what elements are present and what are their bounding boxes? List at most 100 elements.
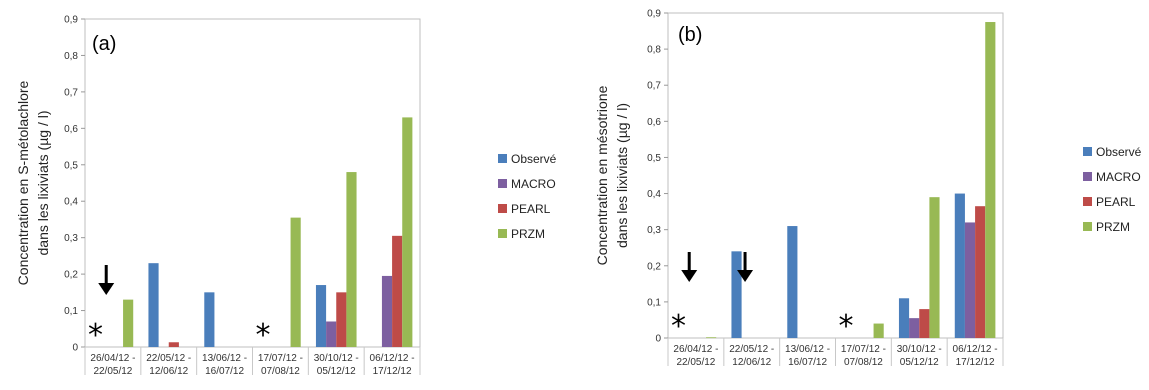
chart-panel-a: 0 0,1 0,2 0,3 0,4 0,5 0,6 0,7 0,8 0,9 26/04/12 - 22… — [0, 0, 572, 385]
y-tick-label: 0,9 — [64, 15, 78, 26]
x-tick-label: 22/05/12 - — [146, 353, 191, 364]
legend-swatch — [498, 154, 507, 163]
x-tick-label: 05/12/12 — [900, 357, 939, 368]
y-tick-label: 0,2 — [647, 261, 661, 272]
x-tick-label: 30/10/12 - — [314, 353, 359, 364]
y-tick-label: 0,1 — [647, 297, 661, 308]
x-tick-label: 17/12/12 — [956, 357, 995, 368]
x-tick-label: 16/07/12 — [788, 357, 827, 368]
bar-przm — [929, 197, 940, 338]
x-tick-label: 22/05/12 - — [729, 344, 774, 355]
bar-pearl — [919, 309, 930, 338]
chart-a-svg: 0 0,1 0,2 0,3 0,4 0,5 0,6 0,7 0,8 0,9 26/04/12 - 22… — [15, 15, 557, 378]
bar-observ — [204, 292, 215, 347]
legend-swatch — [1083, 222, 1092, 231]
y-axis-title-line2: dans les lixiviats (µg / l) — [614, 103, 630, 248]
panel-label: (a) — [92, 33, 116, 55]
asterisk-marker: * — [671, 309, 686, 344]
asterisk-marker: * — [88, 318, 103, 353]
y-axis-title-line1: Concentration en mésotrione — [594, 85, 610, 265]
bar-macro — [909, 318, 920, 338]
bar-macro — [326, 321, 337, 347]
chart-b-svg: 0 0,1 0,2 0,3 0,4 0,5 0,6 0,7 0,8 0,9 26/04/12 - 22… — [594, 9, 1142, 369]
x-tick-label: 26/04/12 - — [90, 353, 135, 364]
y-tick-label: 0,7 — [64, 87, 78, 98]
y-tick-label: 0,5 — [647, 153, 661, 164]
legend-label: Observé — [1096, 145, 1142, 159]
x-tick-label: 06/12/12 - — [953, 344, 998, 355]
y-tick-label: 0,9 — [647, 9, 661, 20]
bar-przm — [346, 172, 357, 347]
bar-pearl — [975, 206, 986, 338]
legend-label: PRZM — [511, 227, 545, 241]
legend-swatch — [498, 229, 507, 238]
bar-observ — [731, 251, 742, 338]
x-tick-label: 22/05/12 — [93, 366, 132, 377]
legend-swatch — [1083, 147, 1092, 156]
bar-observ — [315, 285, 327, 347]
x-tick-label: 13/06/12 - — [785, 344, 830, 355]
x-tick-label: 12/06/12 — [149, 366, 188, 377]
y-tick-label: 0,4 — [64, 197, 78, 208]
y-tick-label: 0,6 — [64, 124, 78, 135]
bar-macro — [964, 222, 976, 338]
x-tick-label: 22/05/12 — [676, 357, 715, 368]
legend-label: Observé — [511, 152, 557, 166]
chart-panel-b: 0 0,1 0,2 0,3 0,4 0,5 0,6 0,7 0,8 0,9 26/04/12 - 22… — [577, 0, 1149, 385]
asterisk-marker: * — [839, 309, 854, 344]
down-arrow-icon — [737, 252, 754, 282]
bar-observ — [787, 226, 798, 338]
plot-area-b — [667, 12, 1004, 339]
legend-swatch — [498, 179, 507, 188]
legend-label: MACRO — [1096, 170, 1141, 184]
x-tick-label: 26/04/12 - — [673, 344, 718, 355]
x-tick-label: 06/12/12 - — [370, 353, 415, 364]
y-tick-label: 0 — [72, 343, 78, 354]
y-tick-label: 0,4 — [647, 189, 661, 200]
plot-area-a — [84, 18, 421, 348]
bar-przm — [402, 117, 413, 348]
y-tick-label: 0,2 — [64, 270, 78, 281]
x-tick-label: 17/12/12 — [373, 366, 412, 377]
bar-pearl — [168, 342, 179, 347]
legend-swatch — [498, 204, 507, 213]
x-tick-label: 07/08/12 — [261, 366, 300, 377]
legend-swatch — [1083, 172, 1092, 181]
x-tick-label: 13/06/12 - — [202, 353, 247, 364]
x-tick-label: 07/08/12 — [844, 357, 883, 368]
legend-label: MACRO — [511, 177, 556, 191]
legend-label: PRZM — [1096, 220, 1130, 234]
y-tick-label: 0 — [655, 334, 661, 345]
y-tick-label: 0,6 — [647, 117, 661, 128]
y-tick-label: 0,8 — [64, 51, 78, 62]
bar-pearl — [336, 292, 347, 347]
bar-observ — [148, 263, 159, 347]
y-tick-label: 0,3 — [647, 225, 661, 236]
y-tick-label: 0,5 — [64, 160, 78, 171]
x-tick-label: 17/07/12 - — [258, 353, 303, 364]
bar-przm — [290, 217, 301, 347]
x-tick-label: 05/12/12 — [317, 366, 356, 377]
x-tick-label: 30/10/12 - — [897, 344, 942, 355]
y-tick-label: 0,3 — [64, 233, 78, 244]
y-axis-title-line2: dans les lixiviats (µg / l) — [35, 111, 51, 256]
bar-observ — [898, 298, 910, 338]
legend-label: PEARL — [511, 202, 551, 216]
y-axis-title-line1: Concentration en S-métolachlore — [15, 80, 31, 285]
x-tick-label: 16/07/12 — [205, 366, 244, 377]
down-arrow-icon — [681, 252, 698, 282]
legend-label: PEARL — [1096, 195, 1136, 209]
panel-label: (b) — [678, 24, 702, 46]
bar-observ — [954, 193, 965, 338]
y-tick-label: 0,1 — [64, 306, 78, 317]
y-tick-label: 0,7 — [647, 81, 661, 92]
x-tick-label: 12/06/12 — [732, 357, 771, 368]
bar-pearl — [392, 235, 403, 347]
asterisk-marker: * — [256, 318, 271, 353]
bar-przm — [985, 22, 996, 339]
down-arrow-icon — [98, 265, 115, 295]
y-tick-label: 0,8 — [647, 45, 661, 56]
bar-przm — [873, 323, 884, 338]
bar-przm — [706, 337, 717, 339]
legend-swatch — [1083, 197, 1092, 206]
